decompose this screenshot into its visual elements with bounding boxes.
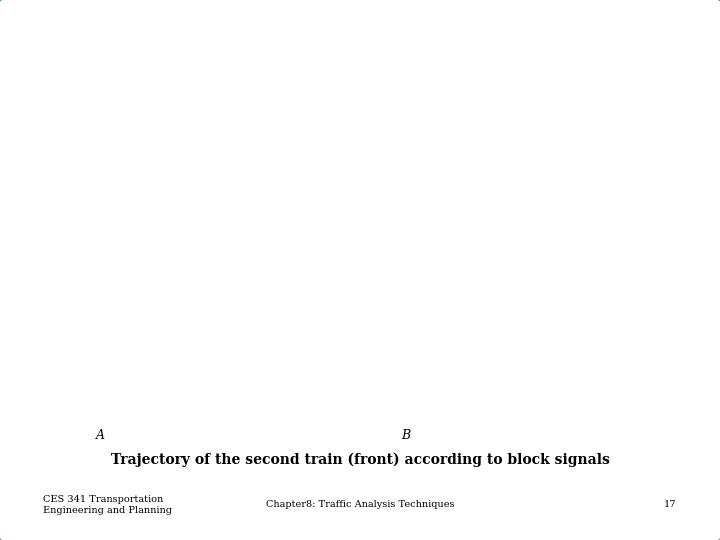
Text: GY: GY <box>147 284 158 292</box>
Text: RR: RR <box>393 200 405 207</box>
Text: RR: RR <box>277 284 289 292</box>
Text: GY: GY <box>351 164 361 172</box>
Text: RY: RY <box>509 128 519 136</box>
Text: RR: RR <box>289 332 301 339</box>
Text: RR: RR <box>168 379 179 387</box>
Text: GY: GY <box>89 319 100 327</box>
Text: RR: RR <box>582 152 593 160</box>
Text: GY: GY <box>533 92 544 100</box>
Text: RR: RR <box>89 391 100 399</box>
Text: RR: RR <box>552 164 563 172</box>
Text: RY: RY <box>210 247 221 255</box>
Text: GY: GY <box>259 200 270 207</box>
Text: RR: RR <box>289 355 301 363</box>
Text: RR: RR <box>642 128 654 136</box>
Text: GY: GY <box>289 188 300 195</box>
Text: RR: RR <box>277 272 289 279</box>
Text: GY: GY <box>503 104 513 112</box>
Text: RY: RY <box>326 200 337 207</box>
Text: RR: RR <box>277 260 289 267</box>
Text: RR: RR <box>363 212 374 220</box>
Text: GY: GY <box>174 235 185 244</box>
Text: RR: RR <box>336 224 347 232</box>
Text: RR: RR <box>454 176 465 184</box>
Text: GY: GY <box>89 307 100 315</box>
Text: RY: RY <box>156 355 166 363</box>
Text: GY: GY <box>147 272 158 279</box>
Text: 30 km/h: 30 km/h <box>314 119 371 138</box>
Text: RY: RY <box>269 224 279 232</box>
Text: Chapter8: Traffic Analysis Techniques: Chapter8: Traffic Analysis Techniques <box>266 501 454 509</box>
Text: RR: RR <box>344 247 356 255</box>
Text: RR: RR <box>235 367 246 375</box>
Text: RR: RR <box>515 152 526 160</box>
Text: GY: GY <box>147 247 158 255</box>
Text: RR: RR <box>521 176 532 184</box>
Text: RR: RR <box>168 367 179 375</box>
Text: RY: RY <box>89 367 99 375</box>
Text: B: B <box>401 429 410 442</box>
Text: GY: GY <box>147 295 158 303</box>
Text: RR: RR <box>289 343 301 351</box>
Text: RY: RY <box>210 260 221 267</box>
Text: RR: RR <box>344 260 356 267</box>
Text: RY: RY <box>387 176 397 184</box>
Text: RR: RR <box>430 212 441 220</box>
Text: RR: RR <box>277 247 289 255</box>
Text: RR: RR <box>344 284 356 292</box>
Text: RR: RR <box>679 104 690 112</box>
Text: RY: RY <box>210 295 221 303</box>
Text: RY: RY <box>631 80 641 88</box>
Text: RY: RY <box>156 343 166 351</box>
Text: GY: GY <box>229 212 240 220</box>
Text: RY: RY <box>539 116 549 124</box>
X-axis label: Distance, km: Distance, km <box>346 456 428 469</box>
Text: GY: GY <box>147 260 158 267</box>
Text: RR: RR <box>308 235 320 244</box>
Text: RR: RR <box>679 80 690 88</box>
Text: RY: RY <box>241 235 251 244</box>
Text: RR: RR <box>402 224 414 232</box>
Text: 60 km/h: 60 km/h <box>354 91 396 112</box>
Text: RR: RR <box>460 200 472 207</box>
Text: RR: RR <box>222 319 234 327</box>
Text: RY: RY <box>356 188 367 195</box>
Text: GY: GY <box>202 224 212 232</box>
Text: GY: GY <box>472 116 483 124</box>
Text: A: A <box>96 429 105 442</box>
Text: GY: GY <box>442 128 453 136</box>
Text: CES 341 Transportation
Engineering and Planning: CES 341 Transportation Engineering and P… <box>43 495 172 515</box>
Text: RY: RY <box>210 272 221 279</box>
Text: GY: GY <box>89 343 100 351</box>
Text: RR: RR <box>344 272 356 279</box>
Text: 90 km/h: 90 km/h <box>138 207 193 252</box>
Text: 17: 17 <box>665 501 677 509</box>
Text: RY: RY <box>448 152 459 160</box>
Text: RR: RR <box>673 116 685 124</box>
Text: RR: RR <box>490 188 502 195</box>
Text: RR: RR <box>289 319 301 327</box>
Text: RR: RR <box>222 343 234 351</box>
Text: RR: RR <box>89 403 100 411</box>
Text: RR: RR <box>289 307 301 315</box>
Text: RR: RR <box>277 295 289 303</box>
Text: GY: GY <box>411 140 422 148</box>
Text: GY: GY <box>89 355 100 363</box>
Text: RY: RY <box>210 284 221 292</box>
Text: RR: RR <box>222 332 234 339</box>
Text: RR: RR <box>612 140 624 148</box>
Text: RR: RR <box>667 92 678 100</box>
Text: RY: RY <box>296 212 306 220</box>
Text: RR: RR <box>222 355 234 363</box>
Text: RY: RY <box>478 140 489 148</box>
Text: RR: RR <box>423 188 435 195</box>
Text: GY: GY <box>381 152 392 160</box>
Text: RY: RY <box>156 319 166 327</box>
Text: RR: RR <box>485 164 496 172</box>
Text: RR: RR <box>575 128 587 136</box>
Text: RR: RR <box>375 235 387 244</box>
Text: 60 km/h: 60 km/h <box>222 167 271 196</box>
Text: RR: RR <box>222 307 234 315</box>
Text: GY: GY <box>89 332 100 339</box>
